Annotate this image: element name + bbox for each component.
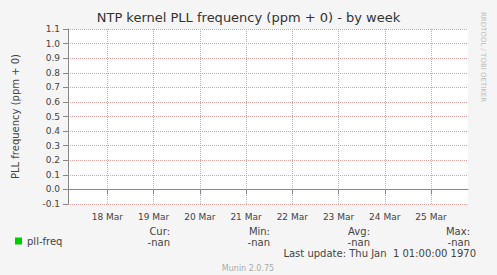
svg-text:Munin 2.0.75: Munin 2.0.75 <box>222 264 274 273</box>
svg-text:-nan: -nan <box>448 237 470 248</box>
svg-text:0.9: 0.9 <box>46 53 61 63</box>
svg-text:Cur:: Cur: <box>149 226 170 237</box>
svg-text:-nan: -nan <box>348 237 370 248</box>
svg-text:RRDTOOL / TOBI OETIKER: RRDTOOL / TOBI OETIKER <box>479 12 487 102</box>
svg-text:Max:: Max: <box>446 226 470 237</box>
svg-text:-0.1: -0.1 <box>42 199 60 209</box>
svg-text:1.1: 1.1 <box>46 24 60 34</box>
svg-text:0.2: 0.2 <box>46 155 60 165</box>
svg-text:0.0: 0.0 <box>46 184 61 194</box>
svg-text:PLL frequency (ppm + 0): PLL frequency (ppm + 0) <box>10 54 21 179</box>
svg-text:20 Mar: 20 Mar <box>184 212 216 222</box>
svg-text:1.0: 1.0 <box>46 39 61 49</box>
svg-text:NTP kernel PLL frequency (ppm: NTP kernel PLL frequency (ppm + 0) - by … <box>97 10 401 25</box>
svg-text:0.8: 0.8 <box>46 68 61 78</box>
svg-text:Min:: Min: <box>249 226 270 237</box>
svg-text:-nan: -nan <box>148 237 170 248</box>
svg-text:0.1: 0.1 <box>46 170 60 180</box>
svg-text:19 Mar: 19 Mar <box>138 212 170 222</box>
svg-text:0.7: 0.7 <box>46 82 60 92</box>
svg-text:0.4: 0.4 <box>46 126 61 136</box>
svg-text:21 Mar: 21 Mar <box>230 212 262 222</box>
svg-text:22 Mar: 22 Mar <box>277 212 309 222</box>
svg-text:18 Mar: 18 Mar <box>92 212 124 222</box>
svg-text:0.3: 0.3 <box>46 141 60 151</box>
svg-text:-nan: -nan <box>248 237 270 248</box>
svg-text:Avg:: Avg: <box>348 226 370 237</box>
svg-text:0.5: 0.5 <box>46 112 60 122</box>
svg-text:0.6: 0.6 <box>46 97 61 107</box>
svg-text:24 Mar: 24 Mar <box>369 212 401 222</box>
svg-text:pll-freq: pll-freq <box>27 236 62 247</box>
svg-text:23 Mar: 23 Mar <box>323 212 355 222</box>
svg-text:Last update: Thu Jan 1 01:00:: Last update: Thu Jan 1 01:00:00 1970 <box>283 248 476 259</box>
svg-text:25 Mar: 25 Mar <box>415 212 447 222</box>
